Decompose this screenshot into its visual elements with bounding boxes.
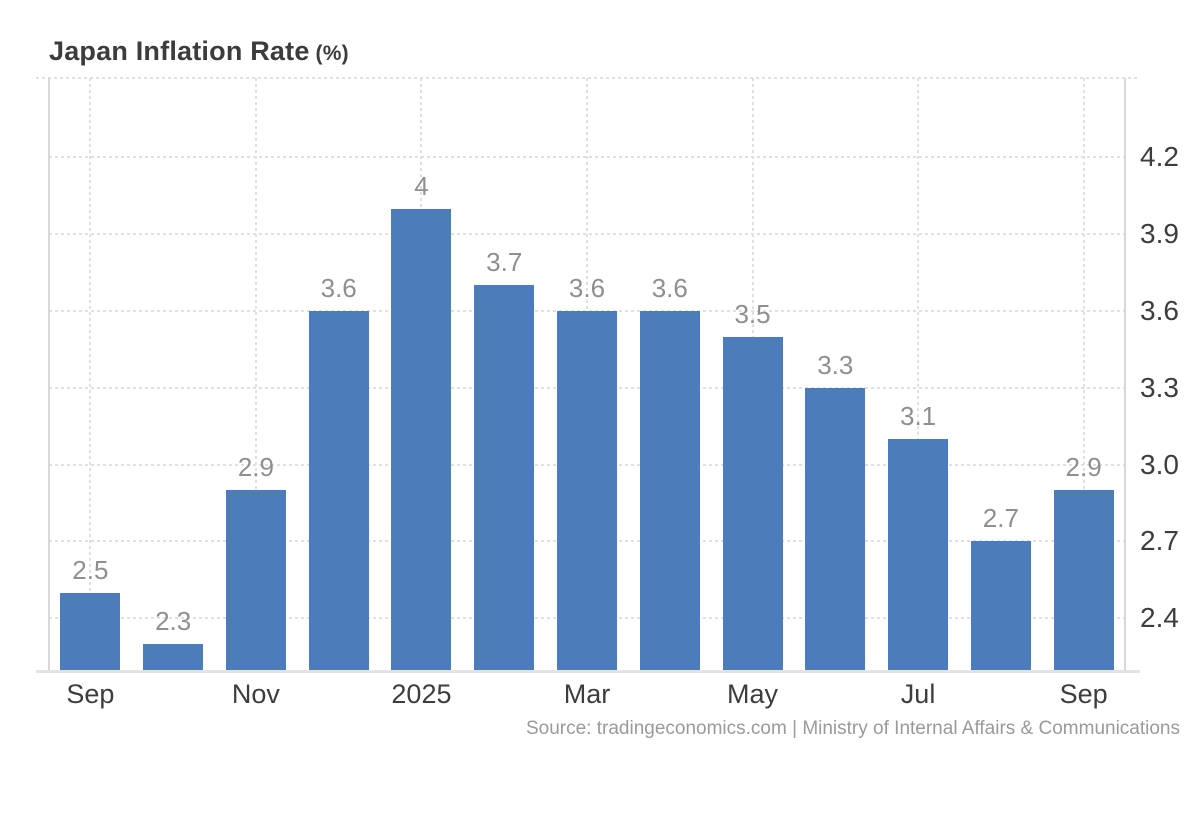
bar-sep[interactable]: [1053, 490, 1114, 672]
bar-value-label: 3.5: [734, 298, 771, 329]
bar-value-label: 2.7: [982, 503, 1019, 534]
bar-value-label: 3.7: [486, 247, 523, 278]
bar-mar[interactable]: [557, 311, 617, 672]
vertical-gridline: [917, 78, 920, 672]
x-axis-tick-label: Jul: [900, 679, 936, 709]
y-axis-tick-label: 2.4: [1140, 602, 1179, 634]
bar-value-label: 2.9: [1065, 452, 1102, 483]
vertical-gridline: [254, 78, 257, 672]
bar-may[interactable]: [722, 336, 783, 672]
plot-top-border: [36, 77, 1140, 79]
source-attribution: Source: tradingeconomics.com | Ministry …: [525, 718, 1180, 739]
bar-value-label: 3.1: [899, 401, 937, 432]
bar-feb[interactable]: [474, 285, 535, 672]
x-axis-tick-label: Mar: [563, 679, 611, 709]
bar-value-label: 2.5: [72, 554, 109, 585]
x-axis-labels: Sep Nov 2025 Mar May Jul Sep: [49, 681, 1125, 715]
bar-aug[interactable]: [970, 541, 1031, 672]
chart-title-unit: (%): [315, 42, 349, 65]
bar-value-label: 2.9: [237, 452, 274, 483]
y-axis-labels: 2.4 2.7 3.0 3.3 3.6 3.9 4.2: [1140, 0, 1200, 820]
right-axis-line: [1124, 78, 1126, 672]
bar-dec[interactable]: [308, 311, 369, 672]
y-axis-tick-label: 3.6: [1140, 294, 1179, 326]
bar-value-label: 4: [414, 170, 429, 201]
bar-value-label: 2.3: [155, 605, 192, 636]
x-axis-tick-label: Sep: [1059, 679, 1108, 709]
bar-jul[interactable]: [888, 439, 949, 672]
bar-jun[interactable]: [805, 387, 866, 672]
x-axis-tick-label: 2025: [391, 679, 452, 709]
plot-area: 2.5 2.3 2.9 3.6 4 3.7 3.6 3.6 3.5 3.3 3.1 2.7 2.9: [49, 78, 1125, 672]
vertical-gridline: [89, 78, 92, 672]
y-axis-tick-label: 4.2: [1140, 141, 1179, 173]
x-axis-baseline: [36, 670, 1140, 673]
x-axis-tick-label: Sep: [66, 679, 115, 709]
bar-value-label: 3.6: [651, 273, 688, 303]
bar-value-label: 3.6: [568, 273, 606, 303]
x-axis-tick-label: Nov: [231, 679, 280, 709]
bar-value-label: 3.3: [817, 349, 854, 380]
y-axis-tick-label: 3.9: [1140, 218, 1179, 250]
y-axis-tick-label: 3.3: [1140, 371, 1179, 403]
bar-oct[interactable]: [143, 643, 204, 672]
bar-2025[interactable]: [391, 208, 452, 672]
chart-title: Japan Inflation Rate (%): [49, 36, 349, 67]
x-axis-tick-label: May: [727, 679, 779, 709]
vertical-gridline: [1082, 78, 1085, 672]
bar-value-label: 3.6: [320, 273, 357, 303]
chart-title-text: Japan Inflation Rate: [49, 36, 310, 66]
y-axis-tick-label: 3.0: [1140, 448, 1179, 480]
y-axis-tick-label: 2.7: [1140, 525, 1179, 557]
left-axis-line: [48, 78, 50, 672]
bar-sep[interactable]: [60, 592, 121, 672]
bar-apr[interactable]: [639, 311, 700, 672]
bar-nov[interactable]: [225, 490, 286, 672]
